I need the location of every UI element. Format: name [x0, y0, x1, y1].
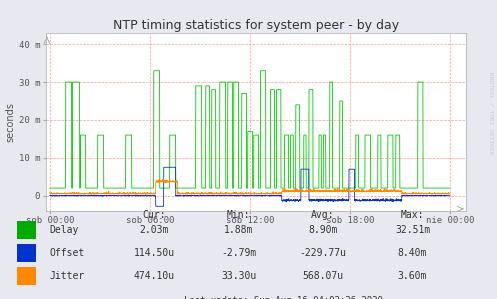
- Text: 1.88m: 1.88m: [224, 225, 253, 235]
- Bar: [17, 221, 36, 239]
- Text: 3.60m: 3.60m: [398, 271, 427, 281]
- Text: 114.50u: 114.50u: [134, 248, 174, 258]
- Bar: [17, 244, 36, 262]
- Text: Min:: Min:: [227, 210, 250, 220]
- Text: RRDTOOL / TOBI OETIKER: RRDTOOL / TOBI OETIKER: [489, 72, 494, 155]
- Text: Last update: Sun Aug 16 04:02:36 2020: Last update: Sun Aug 16 04:02:36 2020: [184, 295, 383, 299]
- Text: Delay: Delay: [50, 225, 79, 235]
- Text: Jitter: Jitter: [50, 271, 85, 281]
- Bar: [17, 267, 36, 285]
- Text: 474.10u: 474.10u: [134, 271, 174, 281]
- Text: Avg:: Avg:: [311, 210, 335, 220]
- Y-axis label: seconds: seconds: [6, 102, 16, 142]
- Text: Cur:: Cur:: [142, 210, 166, 220]
- Text: 8.90m: 8.90m: [308, 225, 338, 235]
- Text: -2.79m: -2.79m: [221, 248, 256, 258]
- Text: Max:: Max:: [401, 210, 424, 220]
- Text: 33.30u: 33.30u: [221, 271, 256, 281]
- Text: 568.07u: 568.07u: [303, 271, 343, 281]
- Text: Offset: Offset: [50, 248, 85, 258]
- Title: NTP timing statistics for system peer - by day: NTP timing statistics for system peer - …: [113, 19, 399, 32]
- Text: -229.77u: -229.77u: [300, 248, 346, 258]
- Text: 32.51m: 32.51m: [395, 225, 430, 235]
- Text: 2.03m: 2.03m: [139, 225, 169, 235]
- Text: 8.40m: 8.40m: [398, 248, 427, 258]
